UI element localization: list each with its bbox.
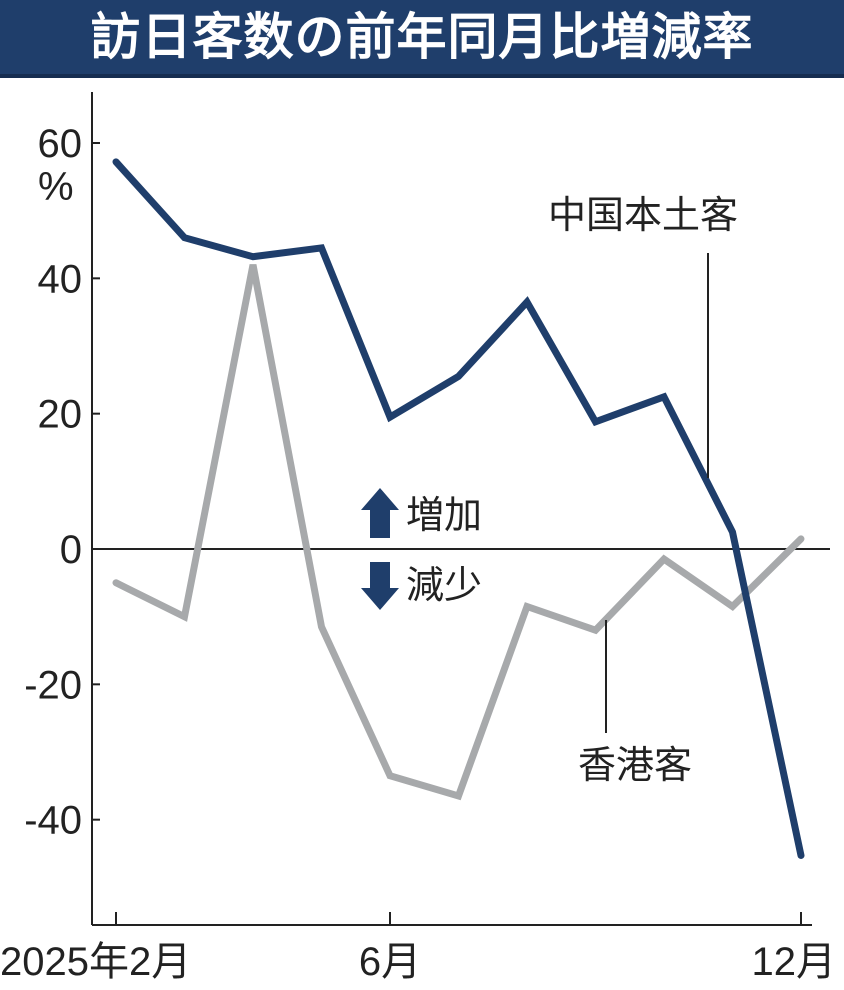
series-line-mainland-china [112, 158, 805, 859]
y-tick-label: 40 [38, 257, 83, 301]
chart-title: 訪日客数の前年同月比増減率 [90, 8, 754, 66]
x-tick-label: 12月 [752, 940, 837, 984]
x-tick-label: 6月 [359, 940, 421, 984]
y-tick-label: 0 [60, 528, 82, 572]
y-tick-label: 20 [38, 393, 83, 437]
series-line-hong-kong [112, 264, 805, 801]
decrease-label: 減少 [406, 563, 482, 607]
y-tick-label: 60 [38, 122, 83, 166]
y-unit-label: % [38, 165, 74, 209]
decrease-arrow-icon [361, 562, 399, 610]
increase-arrow-icon [361, 488, 399, 538]
increase-label: 増加 [406, 493, 482, 537]
title-bar: 訪日客数の前年同月比増減率 [0, 0, 844, 78]
y-tick-label: -20 [24, 663, 82, 707]
series-label-mainland: 中国本土客 [548, 193, 738, 237]
y-tick-label: -40 [24, 799, 82, 843]
series-label-hongkong: 香港客 [578, 743, 692, 787]
x-tick-label: 2025年2月 [0, 940, 191, 984]
